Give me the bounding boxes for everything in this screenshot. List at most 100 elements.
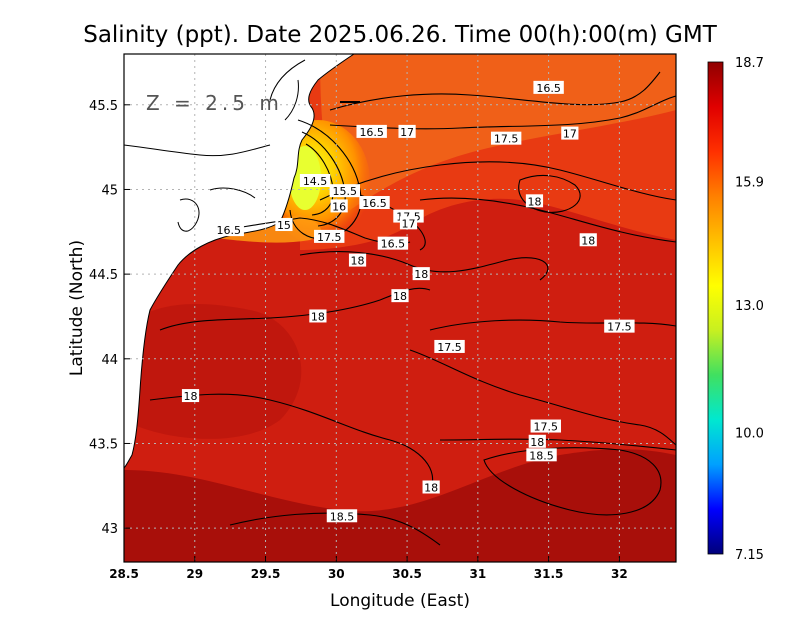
contour-label-box bbox=[275, 218, 293, 232]
contour-label-box bbox=[525, 194, 544, 208]
contour-label-text: 18.5 bbox=[330, 510, 355, 523]
contour-label: 16 bbox=[330, 199, 348, 213]
colorbar-ticks: 18.7 15.9 13.0 10.0 7.15 bbox=[735, 56, 764, 563]
contour-label: 18 bbox=[412, 267, 430, 281]
contour-label: 16.5 bbox=[533, 80, 564, 95]
contour-17-5-east bbox=[429, 319, 676, 331]
contour-label-text: 17.5 bbox=[437, 341, 462, 354]
contour-label-box bbox=[434, 339, 465, 353]
contour-label: 18.5 bbox=[326, 509, 358, 523]
contour-label: 18 bbox=[579, 233, 597, 247]
plume-contour-outer bbox=[289, 119, 362, 240]
contour-label: 15.5 bbox=[329, 184, 360, 198]
contour-label-text: 17 bbox=[563, 128, 577, 141]
contour-label-box bbox=[490, 131, 522, 145]
contour-label: 18 bbox=[528, 434, 546, 449]
contour-label-box bbox=[348, 253, 367, 267]
contour-label-text: 17.5 bbox=[607, 321, 632, 334]
contour-label-text: 18 bbox=[184, 390, 198, 403]
y-tick-label: 44 bbox=[101, 353, 118, 368]
y-tick-label: 44.5 bbox=[89, 268, 118, 283]
contour-label-box bbox=[309, 309, 327, 323]
contour-label-text: 18 bbox=[581, 234, 595, 247]
contour-label-text: 17 bbox=[401, 217, 415, 230]
contour-label-box bbox=[533, 80, 564, 94]
y-tick-label: 45 bbox=[101, 183, 118, 198]
contour-label-text: 16.5 bbox=[536, 82, 561, 95]
contour-label-box bbox=[213, 223, 244, 237]
y-tick-label: 45.5 bbox=[89, 99, 118, 114]
contour-label: 17 bbox=[399, 216, 418, 230]
contour-label-text: 17.5 bbox=[317, 231, 342, 244]
contour-label-box bbox=[314, 229, 345, 243]
contour-label-text: 14.5 bbox=[303, 175, 328, 188]
contour-label-box bbox=[398, 124, 416, 138]
contour-label-box bbox=[604, 319, 635, 333]
contour-label: 16.5 bbox=[359, 196, 390, 210]
contour-label: 18 bbox=[525, 194, 544, 208]
colorbar-tick-label: 13.0 bbox=[735, 299, 764, 314]
contour-17-5-south bbox=[409, 349, 676, 446]
y-axis-ticks: 43 43.5 44 44.5 45 45.5 bbox=[89, 99, 130, 537]
contour-label-text: 18 bbox=[311, 310, 325, 323]
contour-label: 17.5 bbox=[490, 131, 522, 146]
x-tick-label: 30 bbox=[328, 567, 345, 581]
x-tick-label: 29 bbox=[186, 567, 203, 581]
y-tick-label: 43.5 bbox=[89, 437, 118, 452]
contour-18-5-south bbox=[229, 512, 441, 546]
contour-label-text: 18 bbox=[424, 481, 438, 494]
contour-labels: 16.5 16.5 17 17.5 17 14.5 15.5 16 16.5 17.5 17 16.5… bbox=[181, 80, 635, 523]
contour-label-box bbox=[561, 126, 579, 140]
contour-label-text: 18 bbox=[393, 290, 407, 303]
x-axis-label: Longitude (East) bbox=[330, 591, 470, 611]
contour-label-box bbox=[526, 448, 557, 462]
contour-label: 17 bbox=[398, 124, 416, 139]
contour-label-box bbox=[530, 419, 561, 433]
x-tick-label: 28.5 bbox=[109, 567, 139, 581]
contour-label-text: 17.5 bbox=[534, 421, 559, 434]
contour-label-box bbox=[181, 389, 200, 403]
contour-label-text: 18 bbox=[414, 268, 428, 281]
contour-label-text: 18 bbox=[530, 436, 544, 449]
contour-17-north bbox=[329, 95, 676, 130]
contour-label-text: 15 bbox=[277, 219, 291, 232]
contour-18-southwest bbox=[149, 393, 434, 491]
contour-label-text: 18 bbox=[351, 255, 365, 268]
lagoon-outline bbox=[124, 59, 306, 232]
contour-label: 17.5 bbox=[604, 319, 635, 334]
contour-label-text: 18.5 bbox=[529, 449, 554, 462]
contour-label-box bbox=[329, 184, 360, 198]
contour-label: 18 bbox=[309, 309, 327, 323]
contour-label-text: 15.5 bbox=[333, 185, 358, 198]
contour-label-text: 16.5 bbox=[381, 238, 406, 251]
land-mass bbox=[124, 54, 355, 469]
contour-label: 17.5 bbox=[314, 229, 345, 244]
colorbar-tick-label: 15.9 bbox=[735, 175, 764, 190]
contour-18-5-southeast bbox=[483, 447, 662, 516]
contour-label: 14.5 bbox=[299, 174, 331, 188]
contour-17-5-north bbox=[319, 161, 676, 201]
contour-label: 18.5 bbox=[526, 448, 557, 462]
grid-lines bbox=[124, 54, 676, 562]
contour-label: 17 bbox=[561, 126, 579, 141]
mid-salinity-patch bbox=[124, 304, 302, 439]
contour-label: 16.5 bbox=[377, 236, 409, 251]
contour-label: 17.5 bbox=[434, 339, 465, 354]
x-tick-label: 29.5 bbox=[251, 567, 281, 581]
x-tick-label: 31 bbox=[469, 567, 486, 581]
contour-label-box bbox=[356, 124, 387, 138]
contour-label-text: 17.5 bbox=[494, 133, 519, 146]
contour-label: 16.5 bbox=[356, 124, 387, 139]
y-axis-label: Latitude (North) bbox=[67, 240, 87, 376]
contour-label-box bbox=[528, 434, 546, 448]
contour-18-loop bbox=[518, 174, 581, 213]
contour-label-text: 17 bbox=[400, 126, 414, 139]
contour-label-box bbox=[359, 196, 390, 210]
contour-label-box bbox=[391, 289, 409, 303]
contour-label-text: 16.5 bbox=[362, 197, 387, 210]
contour-label-text: 16.5 bbox=[359, 126, 384, 139]
high-salinity-zone bbox=[124, 449, 676, 562]
contour-label-text: 16 bbox=[332, 200, 346, 213]
contour-label-box bbox=[377, 236, 409, 250]
